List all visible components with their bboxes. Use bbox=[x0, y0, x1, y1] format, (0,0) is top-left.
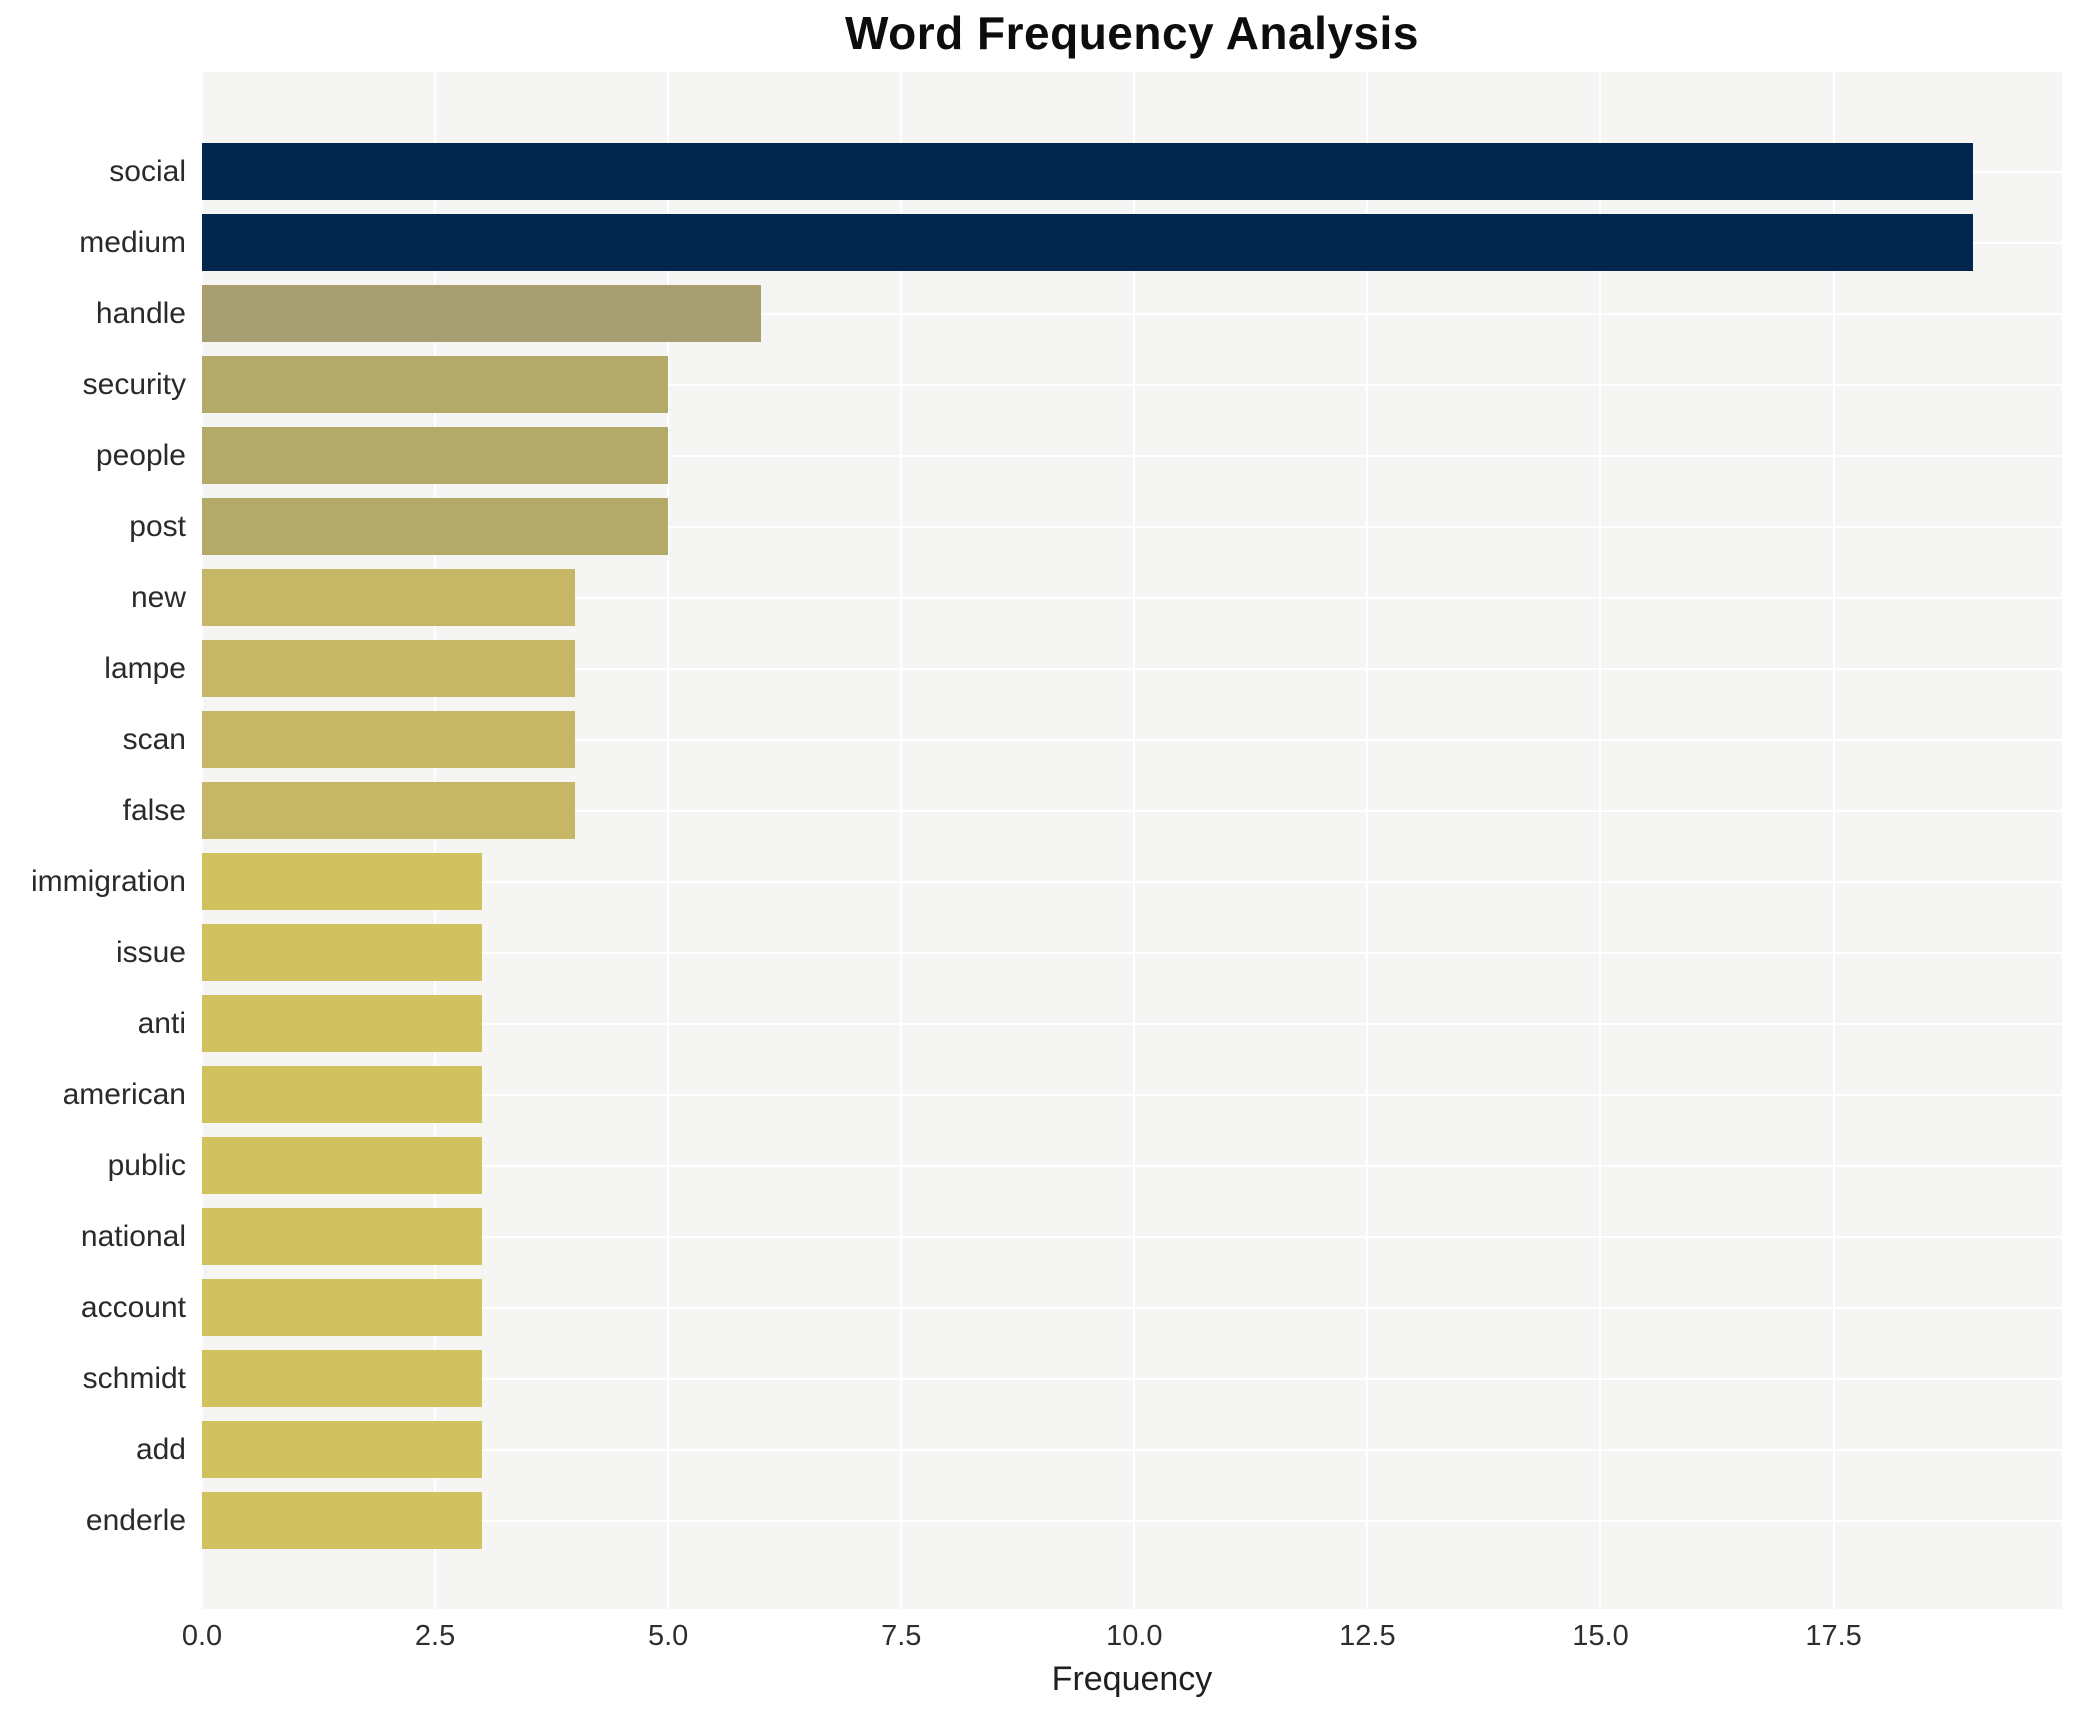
y-axis-label: national bbox=[80, 1220, 186, 1253]
grid-line-horizontal bbox=[202, 1377, 2062, 1380]
x-axis-tick-label: 5.0 bbox=[647, 1620, 689, 1652]
grid-line-horizontal bbox=[202, 312, 2062, 315]
grid-line-horizontal bbox=[202, 880, 2062, 883]
y-axis-label: scan bbox=[122, 723, 186, 756]
y-axis-label: public bbox=[107, 1149, 186, 1182]
x-axis-tick-label: 15.0 bbox=[1572, 1620, 1629, 1652]
y-axis-label: medium bbox=[79, 226, 186, 259]
y-axis-label: post bbox=[129, 510, 186, 543]
grid-line-horizontal bbox=[202, 383, 2062, 386]
bar bbox=[202, 427, 669, 484]
y-axis-label: immigration bbox=[30, 865, 186, 898]
grid-line-horizontal bbox=[202, 1519, 2062, 1522]
x-axis-tick-label: 7.5 bbox=[881, 1620, 922, 1652]
grid-line-horizontal bbox=[202, 738, 2062, 741]
grid-line-vertical bbox=[1599, 72, 1602, 1609]
x-axis-tick-label: 0.0 bbox=[181, 1620, 223, 1652]
bar bbox=[202, 569, 575, 626]
grid-line-vertical bbox=[900, 72, 903, 1609]
bar bbox=[202, 356, 669, 413]
y-axis-label: new bbox=[130, 581, 186, 614]
y-axis-label: add bbox=[135, 1433, 186, 1466]
y-axis-label: anti bbox=[137, 1007, 186, 1040]
y-axis-label: people bbox=[95, 439, 186, 472]
bar bbox=[202, 711, 575, 768]
y-axis-label: enderle bbox=[85, 1504, 186, 1537]
y-axis-label: social bbox=[109, 155, 186, 188]
chart-title: Word Frequency Analysis bbox=[845, 7, 1419, 59]
grid-line-vertical bbox=[434, 72, 437, 1609]
grid-line-vertical bbox=[1832, 72, 1835, 1609]
y-axis-label: account bbox=[80, 1291, 186, 1324]
grid-line-horizontal bbox=[202, 809, 2062, 812]
y-axis-label: issue bbox=[115, 936, 186, 969]
bar bbox=[202, 995, 482, 1052]
grid-line-horizontal bbox=[202, 1093, 2062, 1096]
bar bbox=[202, 214, 1974, 271]
plot-area bbox=[201, 72, 2062, 1609]
bar bbox=[202, 853, 482, 910]
bar bbox=[202, 1279, 482, 1336]
grid-line-horizontal bbox=[202, 667, 2062, 670]
grid-line-horizontal bbox=[202, 454, 2062, 457]
bar bbox=[202, 1137, 482, 1194]
grid-line-horizontal bbox=[202, 1022, 2062, 1025]
y-axis-label: lampe bbox=[104, 652, 186, 685]
grid-line-vertical bbox=[201, 72, 203, 1609]
y-axis-label: handle bbox=[95, 297, 186, 330]
grid-line-horizontal bbox=[202, 951, 2062, 954]
x-axis-tick-label: 17.5 bbox=[1805, 1620, 1862, 1652]
bar bbox=[202, 143, 1974, 200]
bar bbox=[202, 1066, 482, 1123]
x-axis-tick-label: 2.5 bbox=[414, 1620, 456, 1652]
grid-line-horizontal bbox=[202, 1235, 2062, 1238]
y-axis-label: american bbox=[62, 1078, 186, 1111]
x-axis-tick-label: 12.5 bbox=[1339, 1620, 1396, 1652]
bar bbox=[202, 1350, 482, 1407]
grid-line-horizontal bbox=[202, 1306, 2062, 1309]
grid-line-vertical bbox=[1133, 72, 1136, 1609]
grid-line-vertical bbox=[667, 72, 670, 1609]
grid-line-vertical bbox=[1366, 72, 1369, 1609]
bar bbox=[202, 782, 575, 839]
bar bbox=[202, 498, 669, 555]
grid-line-horizontal bbox=[202, 596, 2062, 599]
bar bbox=[202, 924, 482, 981]
grid-line-horizontal bbox=[202, 1164, 2062, 1167]
x-axis-tick-label: 10.0 bbox=[1106, 1620, 1163, 1652]
bar bbox=[202, 1421, 482, 1478]
y-axis-label: false bbox=[122, 794, 186, 827]
grid-line-horizontal bbox=[202, 1448, 2062, 1451]
y-axis-label: security bbox=[82, 368, 186, 401]
bar bbox=[202, 1208, 482, 1265]
bar bbox=[202, 640, 575, 697]
x-axis-label: Frequency bbox=[1051, 1660, 1213, 1698]
bar bbox=[202, 285, 762, 342]
y-axis-label: schmidt bbox=[82, 1362, 186, 1395]
bar bbox=[202, 1492, 482, 1549]
grid-line-horizontal bbox=[202, 525, 2062, 528]
